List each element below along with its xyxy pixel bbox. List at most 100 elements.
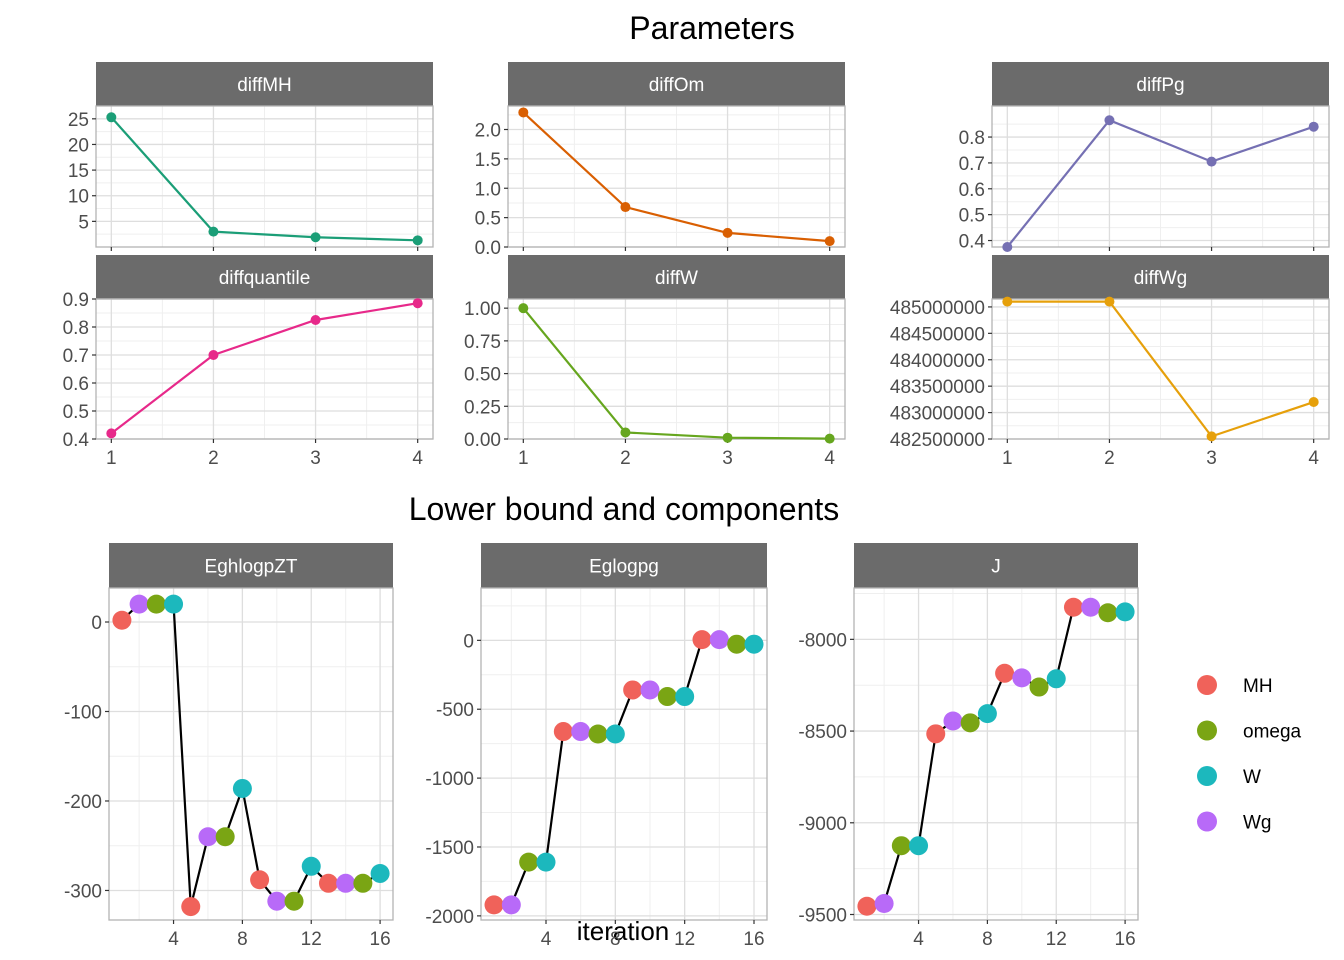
- data-point-MH: [250, 870, 270, 890]
- data-point: [106, 428, 117, 439]
- x-tick-label: 8: [610, 929, 621, 950]
- panel-strip-label: EghlogpZT: [205, 557, 298, 578]
- data-point: [1206, 156, 1217, 167]
- data-point-MH: [318, 873, 338, 893]
- panel-border: [507, 105, 846, 248]
- x-tick-label: 16: [743, 929, 764, 950]
- legend-swatch-omega: [1197, 720, 1217, 741]
- panel-border: [853, 587, 1139, 921]
- y-tick-label: 0.6: [959, 180, 985, 201]
- data-point-omega: [727, 634, 747, 654]
- panels: diffMH5101520251234diffOm0.00.51.01.52.0…: [63, 62, 1330, 950]
- x-tick-label: 4: [913, 929, 924, 950]
- y-tick-label: 483500000: [890, 377, 985, 398]
- legend-label: W: [1243, 767, 1261, 788]
- y-tick-label: -8500: [798, 722, 847, 743]
- legend-swatch-MH: [1197, 675, 1217, 695]
- y-tick-label: 0.8: [959, 128, 985, 149]
- panel-grid: [992, 106, 1329, 247]
- data-point: [620, 202, 631, 213]
- data-point: [824, 433, 835, 444]
- y-tick-label: -500: [436, 700, 474, 721]
- x-tick-label: 4: [541, 929, 552, 950]
- series-line: [121, 603, 381, 907]
- y-tick-label: 0.5: [959, 206, 985, 227]
- legend: MH omega W Wg: [1197, 675, 1302, 834]
- panel-J: J -9500 -9000 -8500 -8000 4 8 12 16: [798, 543, 1139, 950]
- series-line: [866, 606, 1126, 908]
- x-tick-label: 8: [982, 929, 993, 950]
- data-point-omega: [353, 873, 373, 893]
- panel-strip-label: J: [991, 557, 1001, 578]
- x-tick-label: 4: [824, 448, 835, 469]
- data-point-W: [536, 852, 556, 872]
- y-tick-label: 0.5: [63, 402, 89, 423]
- data-point-omega: [519, 852, 539, 872]
- y-tick-label: 1.5: [475, 150, 501, 171]
- x-tick-label: 12: [674, 929, 695, 950]
- data-point-omega: [588, 724, 608, 744]
- series-line: [1006, 118, 1315, 248]
- panel-grid: [96, 298, 433, 440]
- x-tick-label: 2: [1104, 448, 1115, 469]
- series-line: [522, 307, 830, 440]
- data-point-omega: [1098, 603, 1118, 623]
- panel-strip-label: diffquantile: [219, 268, 311, 289]
- panel-strip: [508, 62, 845, 106]
- panel-border: [95, 105, 434, 248]
- y-tick-label: 25: [68, 110, 89, 131]
- y-tick-label: 0.4: [959, 232, 986, 253]
- panel-diffW: diffW 0.00 0.25 0.50 0.75 1.00 1 2 3 4: [464, 255, 846, 469]
- data-point-W: [164, 594, 184, 614]
- y-tick-label: 0.75: [464, 332, 501, 353]
- data-point: [722, 432, 733, 443]
- panel-strip-label: diffW: [655, 268, 698, 289]
- y-tick-label: 0.7: [63, 346, 89, 367]
- data-point-W: [232, 778, 252, 798]
- data-point-W: [1115, 602, 1135, 622]
- data-point-Wg: [874, 893, 894, 913]
- data-point-Wg: [1081, 597, 1101, 617]
- data-point-MH: [857, 896, 877, 916]
- series-line: [522, 111, 830, 243]
- panel-diffMH: diffMH5101520251234: [68, 62, 434, 277]
- panel-border: [991, 298, 1330, 440]
- data-point-MH: [926, 724, 946, 744]
- x-tick-label: 2: [208, 448, 219, 469]
- x-tick-label: 1: [518, 448, 529, 469]
- y-tick-label: 484500000: [890, 324, 985, 345]
- y-tick-label: 15: [68, 161, 89, 182]
- y-tick-label: -100: [64, 702, 102, 723]
- data-point-omega: [284, 891, 304, 911]
- data-point-W: [301, 856, 321, 876]
- y-tick-label: -9000: [798, 814, 847, 835]
- x-tick-label: 4: [412, 448, 423, 469]
- data-point-MH: [553, 722, 573, 742]
- x-tick-label: 8: [237, 929, 248, 950]
- y-tick-label: -300: [64, 881, 102, 902]
- series-line: [110, 116, 418, 242]
- panel-grid: [854, 588, 1138, 920]
- y-tick-label: 0.0: [475, 238, 501, 259]
- y-tick-label: 485000000: [890, 298, 985, 319]
- data-point-W: [675, 687, 695, 707]
- x-tick-label: 3: [1206, 448, 1217, 469]
- panel-strip: [109, 543, 393, 588]
- data-point-Wg: [943, 711, 963, 731]
- parameters-title: Parameters: [629, 10, 794, 46]
- data-point-Wg: [129, 594, 149, 614]
- data-point: [310, 315, 321, 325]
- x-tick-label: 4: [168, 929, 179, 950]
- y-tick-label: 0.00: [464, 430, 501, 451]
- data-point: [1308, 397, 1319, 408]
- data-point-W: [605, 724, 625, 744]
- y-tick-label: 2.0: [475, 121, 501, 142]
- data-point-omega: [1029, 677, 1049, 697]
- data-point-MH: [181, 897, 201, 917]
- y-tick-label: 10: [68, 187, 89, 208]
- data-point: [310, 232, 321, 243]
- data-point-MH: [995, 663, 1015, 683]
- data-point-omega: [146, 594, 166, 614]
